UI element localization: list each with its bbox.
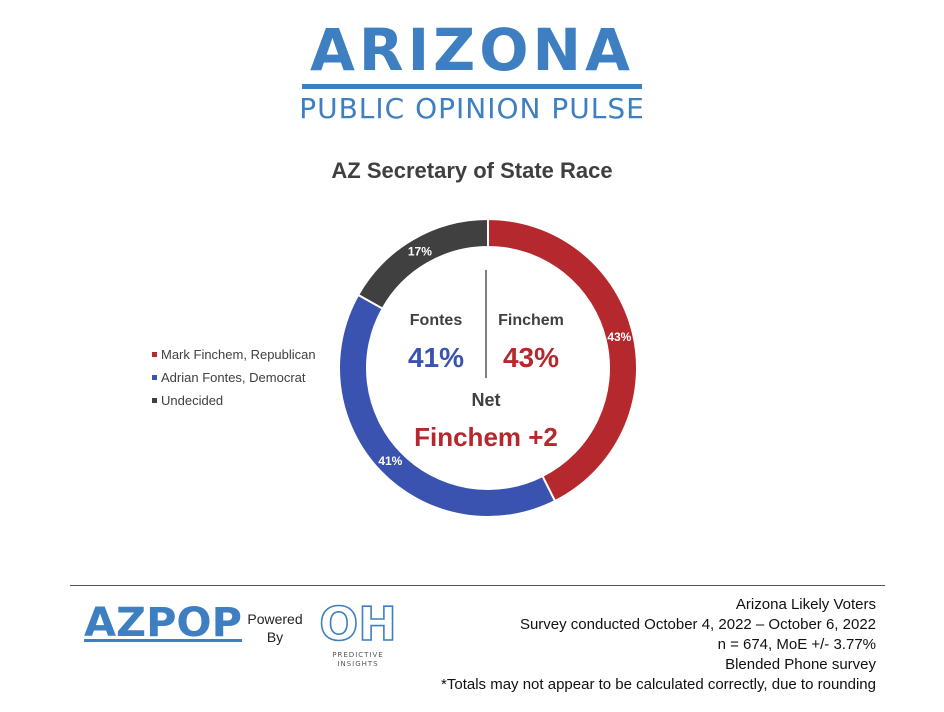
survey-line-population: Arizona Likely Voters (735, 596, 876, 613)
survey-line-method: Blended Phone survey (725, 656, 876, 673)
oh-logo-sub2: INSIGHTS (337, 660, 378, 668)
legend-swatch-undecided (152, 398, 157, 403)
center-left-name: Fontes (410, 312, 463, 329)
azpop-logo-mark: AZPOP (84, 600, 242, 646)
azpop-logo-text: AZPOP (84, 600, 242, 644)
powered-by-text: Powered By (246, 610, 304, 646)
legend-label-fontes: Adrian Fontes, Democrat (161, 370, 306, 385)
center-left-value: 41% (408, 342, 464, 373)
oh-predictive-insights-logo: OH PREDICTIVE INSIGHTS (316, 594, 400, 677)
survey-info: Arizona Likely Voters Survey conducted O… (441, 595, 876, 695)
oh-logo-letters: OH (319, 597, 397, 651)
azpop-logo: AZPOP (84, 598, 244, 649)
legend-label-finchem: Mark Finchem, Republican (161, 347, 316, 362)
survey-line-rounding-note: *Totals may not appear to be calculated … (441, 676, 876, 693)
center-right-name: Finchem (498, 312, 564, 329)
survey-line-dates: Survey conducted October 4, 2022 – Octob… (519, 616, 876, 633)
oh-logo-sub: PREDICTIVE (332, 651, 383, 659)
legend-item-fontes: Adrian Fontes, Democrat (152, 366, 316, 389)
legend-label-undecided: Undecided (161, 393, 224, 408)
powered-line-2: By (266, 629, 284, 645)
slice-label-fontes: 41% (378, 454, 402, 468)
center-net-label: Net (471, 390, 500, 410)
footer-divider (70, 585, 885, 586)
logo-wordmark: ARIZONA (310, 16, 634, 84)
logo-divider (302, 84, 642, 89)
center-right-value: 43% (503, 342, 559, 373)
legend-item-undecided: Undecided (152, 389, 316, 412)
survey-line-sample: n = 674, MoE +/- 3.77% (717, 636, 876, 653)
chart-legend: Mark Finchem, Republican Adrian Fontes, … (152, 343, 316, 412)
legend-swatch-finchem (152, 352, 157, 357)
legend-item-finchem: Mark Finchem, Republican (152, 343, 316, 366)
arizona-logo: ARIZONA PUBLIC OPINION PULSE (0, 18, 944, 125)
chart-title: AZ Secretary of State Race (331, 158, 613, 183)
slice-undecided (356, 217, 489, 310)
slice-label-undecided: 17% (408, 244, 432, 258)
powered-line-1: Powered (247, 611, 303, 627)
center-net-value: Finchem +2 (414, 422, 558, 452)
slice-label-finchem: 43% (607, 330, 631, 344)
oh-logo-mark: OH PREDICTIVE INSIGHTS (318, 596, 397, 668)
logo-subtitle: PUBLIC OPINION PULSE (299, 92, 645, 125)
legend-swatch-fontes (152, 375, 157, 380)
